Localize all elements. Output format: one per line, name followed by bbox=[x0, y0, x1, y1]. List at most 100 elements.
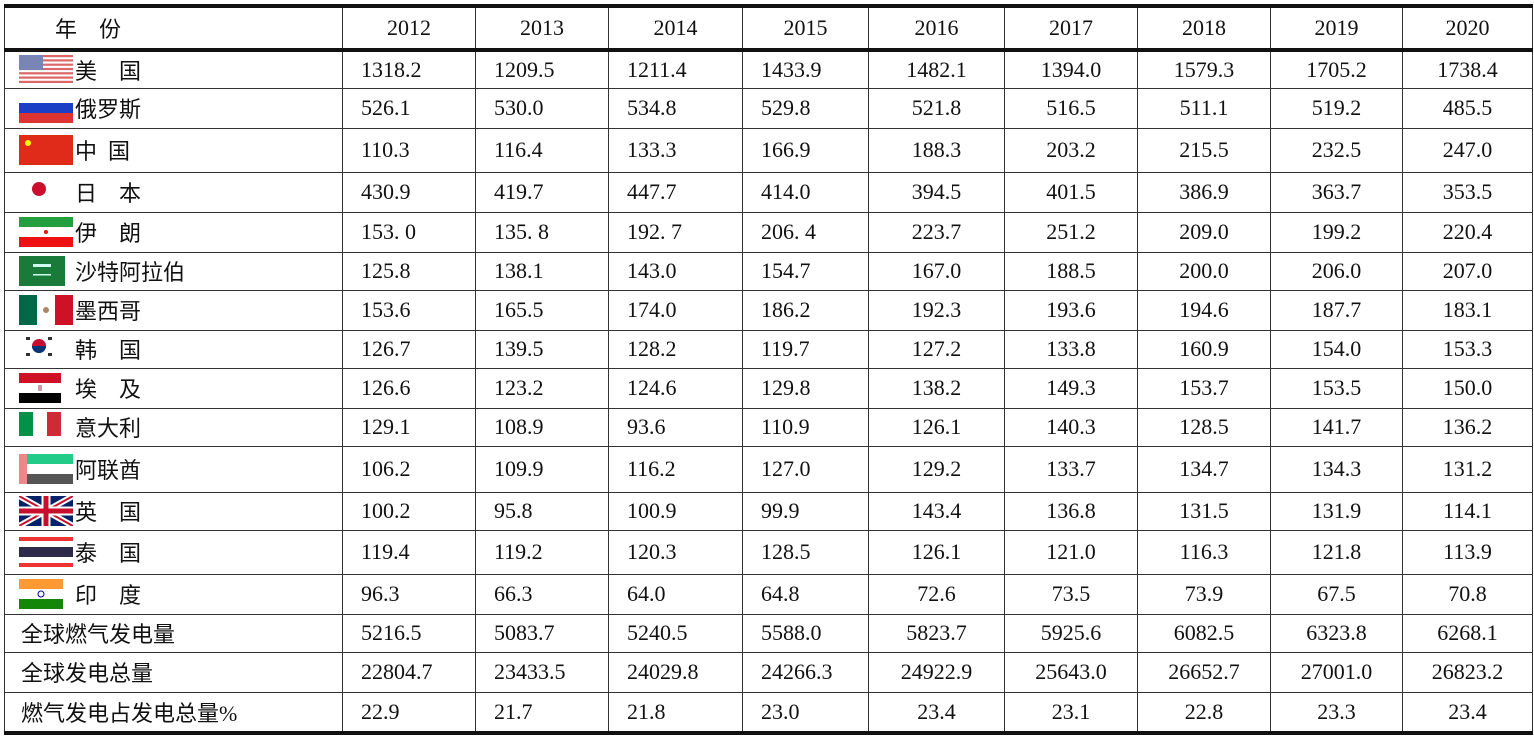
mexico-flag-icon bbox=[19, 295, 73, 325]
value-cell-2015: 110.9 bbox=[742, 407, 869, 447]
row-label-cell: 日 本 bbox=[4, 171, 343, 213]
value-cell-2014: 174.0 bbox=[608, 289, 743, 331]
south-korea-flag-icon bbox=[19, 334, 73, 364]
india-flag-icon bbox=[19, 579, 73, 609]
value-cell-2017: 121.0 bbox=[1004, 529, 1138, 575]
value-cell-2016: 129.2 bbox=[868, 445, 1005, 493]
value-cell-2014: 116.2 bbox=[608, 445, 743, 493]
value-cell-2018: 209.0 bbox=[1137, 211, 1271, 253]
value-cell-2018: 6082.5 bbox=[1137, 613, 1271, 653]
value-cell-2014: 128.2 bbox=[608, 329, 743, 369]
value-cell-2019: 27001.0 bbox=[1270, 651, 1403, 693]
value-cell-2017: 25643.0 bbox=[1004, 651, 1138, 693]
value-cell-2015: 128.5 bbox=[742, 529, 869, 575]
table-row: 俄罗斯 526.1 530.0 534.8 529.8 521.8 516.5 511.1 51… bbox=[4, 87, 1533, 129]
value-cell-2012: 5216.5 bbox=[342, 613, 476, 653]
value-cell-2014: 124.6 bbox=[608, 367, 743, 409]
table-row: 韩 国 126.7 139.5 128.2 119.7 127.2 133.8 160.9 15… bbox=[4, 329, 1533, 369]
value-cell-2019: 199.2 bbox=[1270, 211, 1403, 253]
value-cell-2014: 93.6 bbox=[608, 407, 743, 447]
header-row: 年 份 2012 2013 2014 2015 2016 2017 2018 2019 2020 bbox=[4, 5, 1533, 51]
value-cell-2020: 183.1 bbox=[1402, 289, 1533, 331]
row-label: 日 本 bbox=[75, 181, 142, 206]
value-cell-2017: 5925.6 bbox=[1004, 613, 1138, 653]
value-cell-2015: 127.0 bbox=[742, 445, 869, 493]
value-cell-2018: 511.1 bbox=[1137, 87, 1271, 129]
value-cell-2013: 23433.5 bbox=[475, 651, 609, 693]
value-cell-2019: 519.2 bbox=[1270, 87, 1403, 129]
value-cell-2020: 247.0 bbox=[1402, 127, 1533, 173]
value-cell-2014: 534.8 bbox=[608, 87, 743, 129]
value-cell-2014: 447.7 bbox=[608, 171, 743, 213]
value-cell-2017: 136.8 bbox=[1004, 491, 1138, 531]
value-cell-2012: 526.1 bbox=[342, 87, 476, 129]
table-row: 全球发电总量 22804.7 23433.5 24029.8 24266.3 24922.… bbox=[4, 651, 1533, 693]
value-cell-2020: 353.5 bbox=[1402, 171, 1533, 213]
value-cell-2015: 23.0 bbox=[742, 691, 869, 734]
value-cell-2020: 26823.2 bbox=[1402, 651, 1533, 693]
value-cell-2017: 133.7 bbox=[1004, 445, 1138, 493]
table-row: 墨西哥 153.6 165.5 174.0 186.2 192.3 193.6 194.6 18… bbox=[4, 289, 1533, 331]
row-label-cell: 印 度 bbox=[4, 573, 343, 615]
value-cell-2015: 206. 4 bbox=[742, 211, 869, 253]
italy-flag-icon bbox=[19, 412, 73, 442]
value-cell-2017: 23.1 bbox=[1004, 691, 1138, 734]
row-label-cell: 埃 及 bbox=[4, 367, 343, 409]
value-cell-2016: 127.2 bbox=[868, 329, 1005, 369]
row-label: 英 国 bbox=[75, 500, 142, 525]
value-cell-2012: 110.3 bbox=[342, 127, 476, 173]
table-row: 全球燃气发电量 5216.5 5083.7 5240.5 5588.0 5823.7 592… bbox=[4, 613, 1533, 653]
value-cell-2020: 131.2 bbox=[1402, 445, 1533, 493]
value-cell-2018: 73.9 bbox=[1137, 573, 1271, 615]
value-cell-2019: 134.3 bbox=[1270, 445, 1403, 493]
table-row: 中 国 110.3 116.4 133.3 166.9 188.3 203.2 215.5 23… bbox=[4, 127, 1533, 173]
value-cell-2017: 188.5 bbox=[1004, 251, 1138, 291]
row-label: 全球发电总量 bbox=[21, 661, 154, 686]
value-cell-2014: 192. 7 bbox=[608, 211, 743, 253]
value-cell-2016: 521.8 bbox=[868, 87, 1005, 129]
value-cell-2012: 106.2 bbox=[342, 445, 476, 493]
value-cell-2020: 6268.1 bbox=[1402, 613, 1533, 653]
value-cell-2015: 1433.9 bbox=[742, 49, 869, 89]
value-cell-2015: 154.7 bbox=[742, 251, 869, 291]
value-cell-2013: 530.0 bbox=[475, 87, 609, 129]
value-cell-2019: 363.7 bbox=[1270, 171, 1403, 213]
value-cell-2019: 187.7 bbox=[1270, 289, 1403, 331]
row-label-cell: 意大利 bbox=[4, 407, 343, 447]
value-cell-2019: 121.8 bbox=[1270, 529, 1403, 575]
value-cell-2018: 26652.7 bbox=[1137, 651, 1271, 693]
row-label-cell: 沙特阿拉伯 bbox=[4, 251, 343, 291]
usa-flag-icon bbox=[19, 54, 73, 85]
value-cell-2018: 386.9 bbox=[1137, 171, 1271, 213]
gas-power-generation-table: 年 份 2012 2013 2014 2015 2016 2017 2018 2019 2020… bbox=[4, 4, 1533, 735]
uk-flag-icon bbox=[19, 496, 73, 526]
value-cell-2012: 126.6 bbox=[342, 367, 476, 409]
value-cell-2016: 72.6 bbox=[868, 573, 1005, 615]
value-cell-2013: 108.9 bbox=[475, 407, 609, 447]
value-cell-2014: 133.3 bbox=[608, 127, 743, 173]
value-cell-2014: 120.3 bbox=[608, 529, 743, 575]
year-header-2019: 2019 bbox=[1270, 5, 1403, 51]
row-label-cell: 伊 朗 bbox=[4, 211, 343, 253]
value-cell-2012: 96.3 bbox=[342, 573, 476, 615]
value-cell-2018: 200.0 bbox=[1137, 251, 1271, 291]
year-header-2013: 2013 bbox=[475, 5, 609, 51]
value-cell-2013: 95.8 bbox=[475, 491, 609, 531]
value-cell-2015: 5588.0 bbox=[742, 613, 869, 653]
value-cell-2016: 188.3 bbox=[868, 127, 1005, 173]
row-label: 美 国 bbox=[75, 58, 142, 84]
value-cell-2020: 485.5 bbox=[1402, 87, 1533, 129]
year-header-2012: 2012 bbox=[342, 5, 476, 51]
value-cell-2013: 66.3 bbox=[475, 573, 609, 615]
value-cell-2016: 5823.7 bbox=[868, 613, 1005, 653]
value-cell-2017: 251.2 bbox=[1004, 211, 1138, 253]
value-cell-2018: 131.5 bbox=[1137, 491, 1271, 531]
year-header-label: 年 份 bbox=[4, 5, 343, 51]
value-cell-2014: 24029.8 bbox=[608, 651, 743, 693]
value-cell-2016: 23.4 bbox=[868, 691, 1005, 734]
value-cell-2013: 135. 8 bbox=[475, 211, 609, 253]
row-label: 中 国 bbox=[75, 139, 131, 164]
value-cell-2017: 73.5 bbox=[1004, 573, 1138, 615]
value-cell-2016: 126.1 bbox=[868, 407, 1005, 447]
value-cell-2019: 153.5 bbox=[1270, 367, 1403, 409]
